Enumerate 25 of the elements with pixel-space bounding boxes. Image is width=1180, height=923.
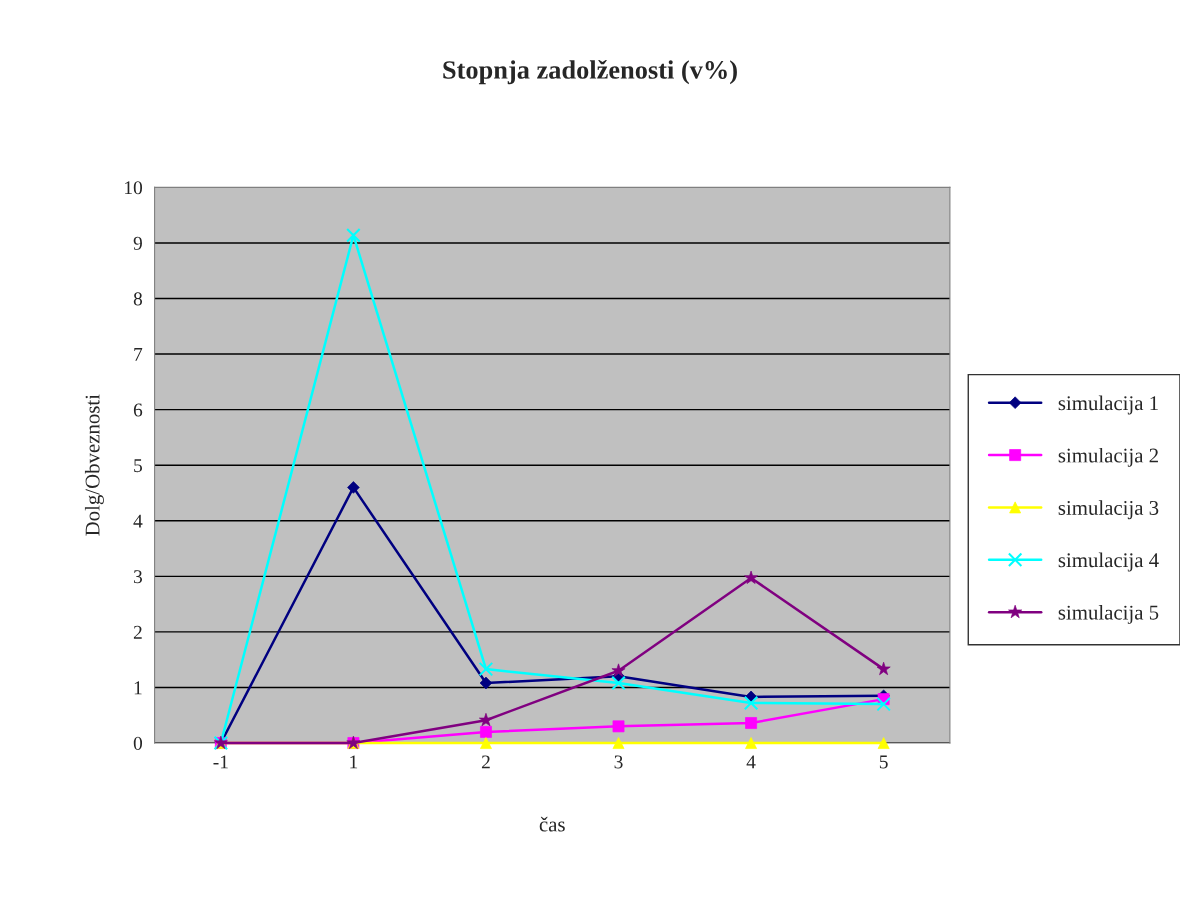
x-tick-label: 4	[746, 755, 756, 769]
x-tick-label: 1	[350, 755, 358, 769]
y-tick-label: 3	[133, 570, 143, 584]
y-tick-label: 6	[133, 403, 143, 417]
y-tick-label: 2	[133, 625, 142, 639]
x-axis-title: čas	[539, 816, 565, 832]
y-tick-label: 9	[133, 236, 142, 250]
x-tick-label: 5	[879, 755, 888, 769]
legend-label: simulacija 2	[1058, 447, 1158, 467]
x-tick-label: 3	[614, 755, 623, 769]
legend-label: simulacija 5	[1058, 604, 1159, 624]
y-tick-label: 5	[134, 459, 143, 473]
legend-label: simulacija 3	[1058, 500, 1159, 520]
legend-label: simulacija 1	[1058, 395, 1158, 415]
y-tick-label: 8	[133, 292, 143, 306]
y-axis-title: Dolg/Obveznosti	[84, 394, 104, 536]
y-tick-label: 0	[133, 736, 143, 750]
y-tick-label: 10	[125, 181, 143, 195]
y-tick-label: 7	[134, 348, 143, 361]
x-tick-label: -1	[213, 755, 228, 769]
y-tick-label: 4	[133, 514, 143, 528]
chart-title: Stopnja zadolženosti (v%)	[443, 59, 737, 85]
y-tick-label: 1	[134, 681, 142, 695]
x-tick-label: 2	[481, 755, 490, 769]
legend-label: simulacija 4	[1058, 552, 1159, 572]
